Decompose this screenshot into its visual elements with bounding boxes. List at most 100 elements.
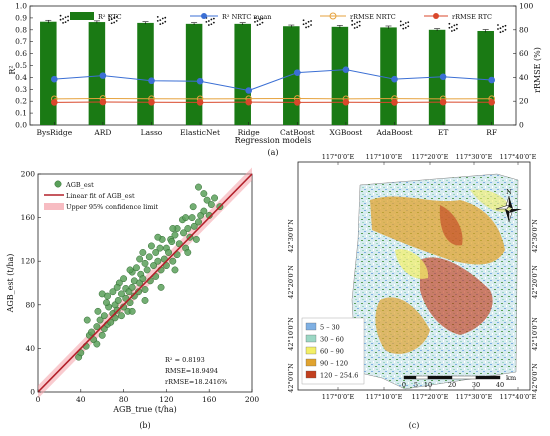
- replicate-dot: [497, 24, 499, 26]
- lon-label-top: 117°20′0″E: [412, 153, 449, 161]
- replicate-dot: [402, 23, 405, 26]
- replicate-dot: [404, 26, 407, 29]
- replicate-dot: [161, 22, 164, 25]
- chart-b-y-tick-label: 120: [21, 257, 36, 266]
- chart-a-legend: R² RTC R² NRTC mean rRMSE NRTC rRMSE RTC: [70, 12, 492, 21]
- replicate-dot: [455, 23, 458, 26]
- bar: [185, 23, 203, 126]
- legend-swatch-band: [44, 203, 64, 210]
- scatter-point: [136, 255, 144, 263]
- replicate-dot: [307, 20, 310, 23]
- replicate-dot: [62, 18, 64, 20]
- scatter-point: [152, 249, 160, 256]
- bar: [40, 21, 57, 125]
- scatter-point: [182, 214, 190, 222]
- legend-label-r2-rtc: R² RTC: [98, 13, 122, 21]
- chart-a-xlabel: Regression models: [235, 136, 312, 145]
- scatter-point: [156, 244, 164, 252]
- replicate-dot: [407, 21, 410, 24]
- replicate-dot: [356, 21, 359, 24]
- replicate-dot: [67, 19, 69, 22]
- series-point: [148, 77, 155, 85]
- panel-label-c: (c): [409, 421, 420, 430]
- map-bottom-lon-labels: 117°0′0″E 117°10′0″E 117°20′0″E 117°30′0″E 1…: [322, 387, 537, 401]
- legend-label-fit: Linear fit of AGB_est: [66, 192, 135, 200]
- scatter-point: [190, 222, 198, 230]
- chart-b-y-ticks: 0 40 80 120 160 200: [21, 170, 41, 397]
- replicate-dot: [207, 24, 210, 26]
- chart-a-left-tick-label: 0.5: [15, 61, 27, 70]
- scatter-point: [157, 283, 165, 291]
- replicate-dot: [256, 24, 259, 26]
- category-label: AdaBoost: [375, 128, 412, 137]
- map-legend-swatch: [305, 370, 317, 379]
- scatter-point: [132, 264, 140, 272]
- scatter-point: [200, 207, 208, 215]
- scatter-point: [126, 266, 134, 274]
- lat-label-left: 42°10′0″N: [287, 317, 295, 351]
- lon-label-bottom: 117°20′0″E: [412, 393, 449, 401]
- stat-rmse: RMSE=18.9494: [165, 367, 218, 375]
- scatter-chart: 0 40 80 120 160 200 0 40 80 120 160 200 AGB_true (…: [6, 167, 259, 430]
- category-label: CatBoost: [280, 128, 315, 137]
- scatter-point: [207, 201, 215, 208]
- replicate-dot: [261, 21, 264, 24]
- lat-label-left: 42°30′0″N: [287, 219, 295, 253]
- chart-a-left-tick-label: 0.8: [15, 25, 27, 34]
- scalebar-label: 40: [496, 381, 504, 389]
- category-label: RF: [486, 128, 497, 137]
- replicate-dot: [453, 24, 456, 27]
- chart-b-stats: R² = 0.8193 RMSE=18.9494 rRMSE=18.2416%: [165, 356, 227, 386]
- map-zone-very-high: [420, 257, 493, 335]
- chart-a-right-tick-label: 20: [519, 97, 529, 106]
- scatter-point: [154, 233, 162, 241]
- chart-b-legend: AGB_est Linear fit of AGB_est Upper 95% …: [44, 180, 159, 211]
- chart-b-x-tick-label: 160: [202, 395, 217, 404]
- chart-a-left-tick-label: 0.3: [15, 85, 27, 94]
- bar: [88, 22, 106, 125]
- scatter-point: [98, 331, 106, 339]
- map-legend-label: 30 – 60: [320, 336, 344, 344]
- replicate-dot: [448, 22, 451, 25]
- stat-r2: R² = 0.8193: [165, 356, 205, 364]
- scalebar-label: 20: [448, 381, 456, 389]
- category-label: ARD: [93, 128, 111, 137]
- lon-label-top: 117°30′0″E: [456, 153, 493, 161]
- chart-a-left-tick-label: 0.9: [15, 13, 27, 22]
- scatter-point: [139, 275, 147, 283]
- lon-label-bottom: 117°40′0″E: [500, 393, 537, 401]
- scalebar-segment: [427, 375, 453, 380]
- replicate-dot: [305, 22, 307, 25]
- scalebar-segment: [475, 375, 501, 380]
- replicate-dot: [453, 29, 456, 32]
- chart-b-x-tick-label: 40: [76, 395, 86, 404]
- scatter-point: [103, 299, 110, 307]
- lat-label-right: 42°20′0″N: [531, 265, 539, 299]
- legend-marker-nrtc: [201, 13, 207, 19]
- scatter-point: [195, 183, 202, 191]
- series-point: [245, 87, 252, 94]
- replicate-dot: [113, 16, 116, 19]
- lon-label-bottom: 117°0′0″E: [322, 393, 355, 401]
- replicate-dot: [402, 27, 405, 30]
- replicate-dot: [504, 24, 507, 27]
- scatter-point: [94, 307, 102, 315]
- legend-marker-agb: [54, 180, 62, 188]
- scalebar-segment: [415, 375, 429, 380]
- agb-map: 117°0′0″E 117°10′0″E 117°20′0″E 117°30′0″E 1…: [287, 153, 539, 430]
- replicate-dot: [353, 27, 356, 29]
- chart-a-left-tick-label: 0.1: [15, 109, 27, 118]
- replicate-dot: [159, 19, 162, 21]
- series-point: [99, 98, 107, 106]
- map-zone-high-2: [375, 297, 430, 354]
- series-point: [51, 75, 58, 83]
- replicate-dot: [259, 23, 261, 26]
- replicate-dot: [115, 15, 118, 18]
- scatter-point: [171, 266, 179, 274]
- replicate-dot: [407, 25, 410, 28]
- map-outline: [351, 173, 519, 390]
- legend-label-agb: AGB_est: [65, 181, 94, 189]
- lon-label-bottom: 117°10′0″E: [366, 393, 403, 401]
- map-legend-swatch: [305, 346, 317, 355]
- map-raster: [352, 174, 518, 389]
